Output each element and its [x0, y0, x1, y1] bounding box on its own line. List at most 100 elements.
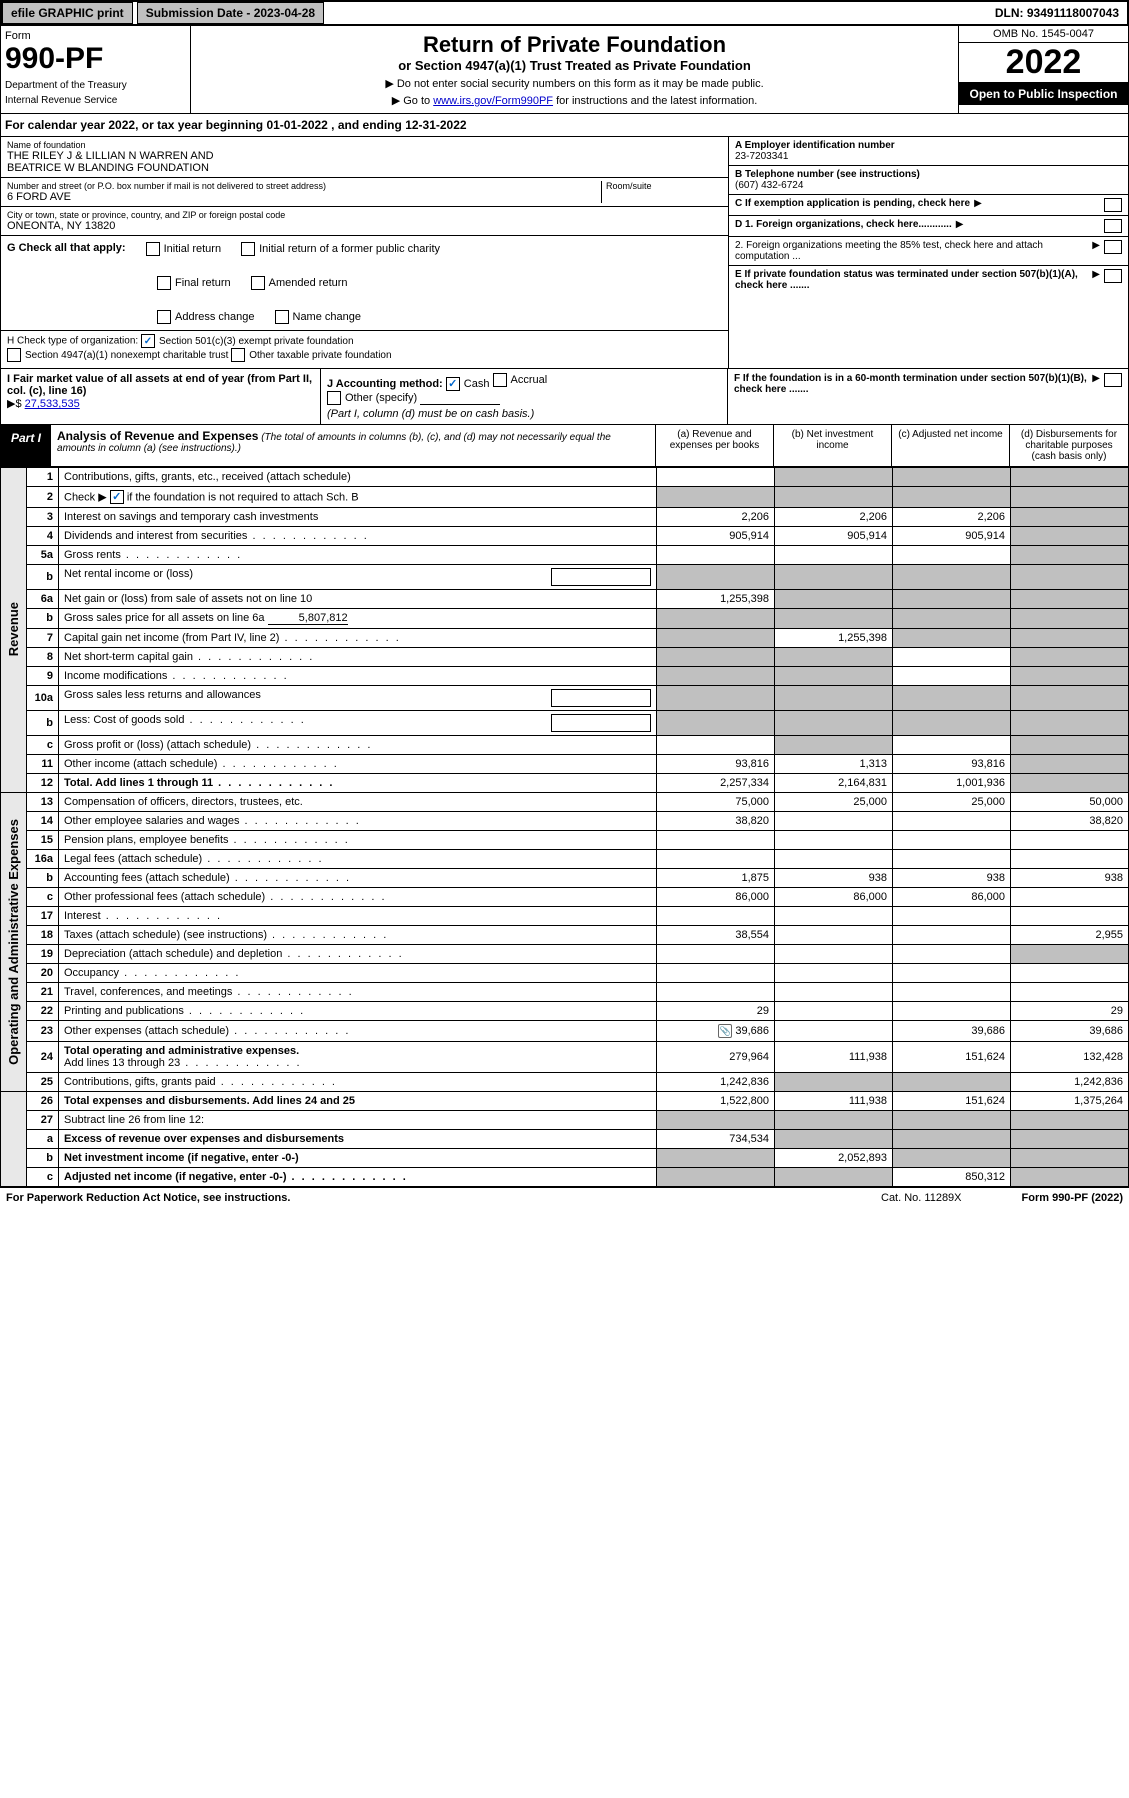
table-row: 25Contributions, gifts, grants paid 1,24… — [1, 1072, 1129, 1091]
chk-other-tax[interactable]: Other taxable private foundation — [231, 348, 391, 362]
chk-name-change[interactable]: Name change — [275, 310, 362, 324]
table-row: 18Taxes (attach schedule) (see instructi… — [1, 925, 1129, 944]
attachment-icon[interactable]: 📎 — [718, 1024, 732, 1038]
r23-a: 39,686 — [735, 1025, 769, 1037]
row-desc: Net rental income or (loss) — [59, 564, 657, 589]
table-row: 11Other income (attach schedule) 93,8161… — [1, 754, 1129, 773]
row-desc: Interest — [59, 906, 657, 925]
row-desc: Dividends and interest from securities — [59, 526, 657, 545]
room-label: Room/suite — [606, 181, 722, 191]
other-specify-input[interactable] — [420, 404, 500, 405]
cell-c: 86,000 — [893, 887, 1011, 906]
table-row: 14Other employee salaries and wages 38,8… — [1, 811, 1129, 830]
chk-amended[interactable]: Amended return — [251, 276, 348, 290]
table-row: 19Depreciation (attach schedule) and dep… — [1, 944, 1129, 963]
checkbox-c[interactable] — [1104, 198, 1122, 212]
chk-other-acct[interactable]: Other (specify) — [327, 391, 417, 405]
checkbox-d1[interactable] — [1104, 219, 1122, 233]
row-num: 22 — [27, 1001, 59, 1020]
form-label: Form — [5, 30, 186, 42]
chk-cash[interactable]: Cash — [446, 377, 490, 391]
table-row: bNet investment income (if negative, ent… — [1, 1148, 1129, 1167]
chk-4947-label: Section 4947(a)(1) nonexempt charitable … — [25, 350, 228, 361]
checkbox-d2[interactable] — [1104, 240, 1122, 254]
header-right: OMB No. 1545-0047 2022 Open to Public In… — [958, 26, 1128, 113]
cell-b — [775, 944, 893, 963]
calyear-pre: For calendar year 2022, or tax year begi… — [5, 118, 266, 132]
cell-c — [893, 710, 1011, 735]
cell-b — [775, 666, 893, 685]
chk-final[interactable]: Final return — [157, 276, 231, 290]
tax-year: 2022 — [959, 43, 1128, 83]
cell-a — [657, 735, 775, 754]
table-row: cGross profit or (loss) (attach schedule… — [1, 735, 1129, 754]
cell-b: 111,938 — [775, 1041, 893, 1072]
cell-a: 93,816 — [657, 754, 775, 773]
chk-initial-former[interactable]: Initial return of a former public charit… — [241, 242, 440, 256]
checkbox-checked-icon[interactable] — [110, 490, 124, 504]
row-num: 14 — [27, 811, 59, 830]
header-left: Form 990-PF Department of the Treasury I… — [1, 26, 191, 113]
chk-other-acct-label: Other (specify) — [345, 392, 417, 404]
r5b-box[interactable] — [551, 568, 651, 586]
cell-a — [657, 1148, 775, 1167]
cell-a: 1,522,800 — [657, 1091, 775, 1110]
row-desc: Check ▶ if the foundation is not require… — [59, 486, 657, 507]
form-title: Return of Private Foundation — [197, 32, 952, 58]
cell-a: 38,554 — [657, 925, 775, 944]
checkbox-f[interactable] — [1104, 373, 1122, 387]
cell-a: 2,206 — [657, 507, 775, 526]
cell-b — [775, 849, 893, 868]
cell-c — [893, 811, 1011, 830]
col-b-header: (b) Net investment income — [774, 425, 892, 466]
row-desc: Gross rents — [59, 545, 657, 564]
table-row: 15Pension plans, employee benefits — [1, 830, 1129, 849]
tel-label: B Telephone number (see instructions) — [735, 169, 1122, 180]
cell-d — [1011, 773, 1129, 792]
row-desc: Income modifications — [59, 666, 657, 685]
cell-a: 2,257,334 — [657, 773, 775, 792]
info-right: A Employer identification number 23-7203… — [728, 137, 1128, 368]
cell-d — [1011, 685, 1129, 710]
efile-print-button[interactable]: efile GRAPHIC print — [2, 2, 133, 24]
chk-accrual[interactable]: Accrual — [493, 373, 548, 387]
cell-a — [657, 608, 775, 628]
row-num: b — [27, 710, 59, 735]
footer: For Paperwork Reduction Act Notice, see … — [0, 1187, 1129, 1208]
cell-b — [775, 1110, 893, 1129]
chk-501c3-label: Section 501(c)(3) exempt private foundat… — [159, 336, 354, 347]
row-desc: Other expenses (attach schedule) — [59, 1020, 657, 1041]
row-desc: Compensation of officers, directors, tru… — [59, 792, 657, 811]
cell-d — [1011, 982, 1129, 1001]
chk-4947[interactable]: Section 4947(a)(1) nonexempt charitable … — [7, 348, 228, 362]
chk-accrual-label: Accrual — [511, 374, 548, 386]
row-desc: Contributions, gifts, grants paid — [59, 1072, 657, 1091]
row-num: 13 — [27, 792, 59, 811]
r10b-box[interactable] — [551, 714, 651, 732]
cell-b — [775, 1072, 893, 1091]
e-label: E If private foundation status was termi… — [735, 269, 1088, 291]
cell-d — [1011, 735, 1129, 754]
cell-b — [775, 963, 893, 982]
cell-b: 25,000 — [775, 792, 893, 811]
j-label: J Accounting method: — [327, 378, 443, 390]
cell-d — [1011, 906, 1129, 925]
omb-number: OMB No. 1545-0047 — [959, 26, 1128, 43]
row-num: 10a — [27, 685, 59, 710]
irs-link[interactable]: www.irs.gov/Form990PF — [433, 95, 553, 107]
r10a-box[interactable] — [551, 689, 651, 707]
row-desc: Gross sales price for all assets on line… — [59, 608, 657, 628]
r5b-label: Net rental income or (loss) — [64, 568, 545, 586]
cell-c: 905,914 — [893, 526, 1011, 545]
cell-d — [1011, 507, 1129, 526]
chk-initial[interactable]: Initial return — [146, 242, 221, 256]
part1-title: Analysis of Revenue and Expenses — [57, 429, 258, 443]
chk-501c3[interactable]: Section 501(c)(3) exempt private foundat… — [141, 334, 354, 348]
row-desc: Excess of revenue over expenses and disb… — [59, 1129, 657, 1148]
cell-a — [657, 467, 775, 486]
chk-address[interactable]: Address change — [157, 310, 255, 324]
checkbox-e[interactable] — [1104, 269, 1122, 283]
tel-value: (607) 432-6724 — [735, 180, 1122, 191]
row-num: c — [27, 735, 59, 754]
part1-label: Part I — [1, 425, 51, 466]
